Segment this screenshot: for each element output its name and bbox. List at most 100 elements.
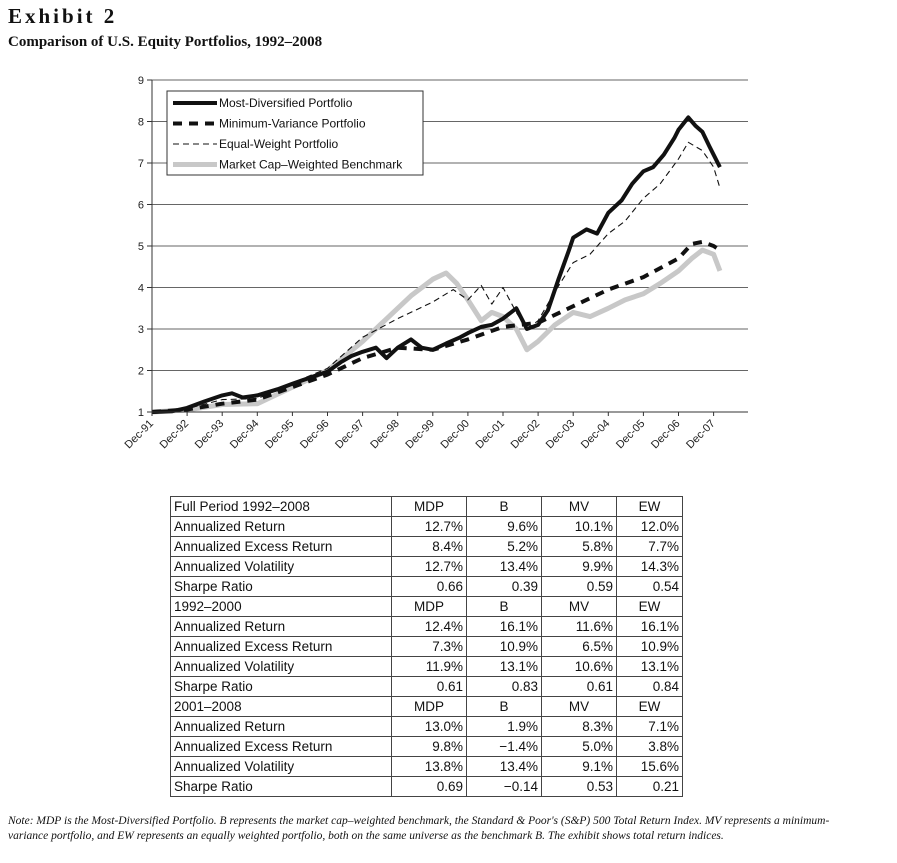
legend-label: Market Cap–Weighted Benchmark: [219, 158, 403, 172]
x-tick-label: Dec-93: [193, 418, 227, 452]
table-cell: 7.1%: [616, 716, 683, 737]
table-cell: 16.1%: [466, 616, 542, 637]
x-tick-label: Dec-95: [263, 418, 297, 452]
table-row: Annualized Excess Return 9.8% −1.4% 5.0% 3.8…: [170, 736, 683, 757]
x-tick-label: Dec-06: [649, 418, 683, 452]
row-label: Sharpe Ratio: [170, 576, 392, 597]
x-tick-label: Dec-92: [158, 418, 192, 452]
table-cell: 12.0%: [616, 516, 683, 537]
table-cell: 16.1%: [616, 616, 683, 637]
table-cell: 0.39: [466, 576, 542, 597]
table-cell: 0.61: [391, 676, 467, 697]
row-label: Annualized Volatility: [170, 756, 392, 777]
row-label: Annualized Excess Return: [170, 636, 392, 657]
x-tick-label: Dec-97: [333, 418, 367, 452]
table-row: Annualized Volatility 13.8% 13.4% 9.1% 15.6%: [170, 756, 683, 777]
row-label: Sharpe Ratio: [170, 676, 392, 697]
table-row: Annualized Excess Return 7.3% 10.9% 6.5% 10.…: [170, 636, 683, 657]
series-line-2: [151, 239, 721, 414]
legend: Most-Diversified Portfolio Minimum-Varian…: [166, 90, 424, 176]
exhibit-note: Note: MDP is the Most-Diversified Portfo…: [8, 815, 830, 842]
x-tick-label: Dec-96: [298, 418, 332, 452]
series-line-3: [151, 141, 721, 413]
table-row: Annualized Return 12.4% 16.1% 11.6% 16.1%: [170, 616, 683, 637]
y-tick-label: 6: [138, 200, 144, 212]
series-line-1: [151, 115, 722, 414]
table-cell: 9.8%: [391, 736, 467, 757]
table-cell: MV: [541, 596, 617, 617]
table-cell: EW: [616, 596, 683, 617]
x-tick-label: Dec-94: [228, 418, 262, 452]
y-tick-label: 3: [138, 324, 144, 336]
table-cell: 13.0%: [391, 716, 467, 737]
x-tick-label: Dec-01: [474, 418, 508, 452]
table-cell: 8.4%: [391, 536, 467, 557]
x-tick-label: Dec-00: [438, 418, 472, 452]
legend-label: Most-Diversified Portfolio: [219, 96, 353, 110]
y-tick-label: 8: [138, 117, 144, 129]
table-cell: 3.8%: [616, 736, 683, 757]
table-cell: 13.1%: [616, 656, 683, 677]
legend-label: Minimum-Variance Portfolio: [219, 117, 366, 131]
y-tick-label: 2: [138, 366, 144, 378]
row-label: Annualized Volatility: [170, 556, 392, 577]
table-cell: 9.6%: [466, 516, 542, 537]
table-cell: 0.66: [391, 576, 467, 597]
x-tick-label: Dec-05: [614, 418, 648, 452]
table-cell: 5.8%: [541, 536, 617, 557]
row-label: Annualized Excess Return: [170, 736, 392, 757]
row-label: Annualized Excess Return: [170, 536, 392, 557]
table-cell: 5.2%: [466, 536, 542, 557]
table-row: Sharpe Ratio 0.66 0.39 0.59 0.54: [170, 576, 683, 597]
table-cell: 12.4%: [391, 616, 467, 637]
x-tick-label: Dec-99: [403, 418, 437, 452]
table-cell: 7.7%: [616, 536, 683, 557]
x-tick-label: Dec-98: [368, 418, 402, 452]
table-cell: 13.4%: [466, 756, 542, 777]
table-cell: −1.4%: [466, 736, 542, 757]
x-tick-label: Dec-02: [509, 418, 543, 452]
y-tick-label: 9: [138, 75, 144, 87]
x-tick-label: Dec-03: [544, 418, 578, 452]
table-cell: MDP: [391, 496, 467, 517]
table-cell: MDP: [391, 596, 467, 617]
table-cell: 0.69: [391, 776, 467, 797]
table-cell: 1.9%: [466, 716, 542, 737]
table-cell: B: [466, 696, 542, 717]
table-cell: 0.21: [616, 776, 683, 797]
table-cell: MV: [541, 696, 617, 717]
y-tick-label: 5: [138, 241, 144, 253]
table-cell: 13.4%: [466, 556, 542, 577]
y-tick-label: 1: [138, 407, 144, 419]
table-cell: 14.3%: [616, 556, 683, 577]
table-cell: 5.0%: [541, 736, 617, 757]
table-cell: 0.61: [541, 676, 617, 697]
table-cell: 9.9%: [541, 556, 617, 577]
table-cell: 0.83: [466, 676, 542, 697]
table-cell: B: [466, 496, 542, 517]
row-label: Annualized Return: [170, 616, 392, 637]
table-cell: 0.53: [541, 776, 617, 797]
row-label: Annualized Return: [170, 516, 392, 537]
y-tick-label: 7: [138, 158, 144, 170]
table-cell: −0.14: [466, 776, 542, 797]
table-cell: 0.54: [616, 576, 683, 597]
table-cell: 15.6%: [616, 756, 683, 777]
table-row: Sharpe Ratio 0.61 0.83 0.61 0.84: [170, 676, 683, 697]
table-cell: 6.5%: [541, 636, 617, 657]
x-tick-label: Dec-04: [579, 418, 613, 452]
table-cell: 10.1%: [541, 516, 617, 537]
table-row: Annualized Return 12.7% 9.6% 10.1% 12.0%: [170, 516, 683, 537]
table-cell: B: [466, 596, 542, 617]
table-cell: 8.3%: [541, 716, 617, 737]
table-cell: 9.1%: [541, 756, 617, 777]
table-cell: 13.1%: [466, 656, 542, 677]
table-cell: 10.9%: [466, 636, 542, 657]
table-cell: MDP: [391, 696, 467, 717]
series-layer: [151, 115, 723, 415]
table-cell: 0.59: [541, 576, 617, 597]
table-row: Annualized Volatility 11.9% 13.1% 10.6% 13.1…: [170, 656, 683, 677]
table-cell: 11.6%: [541, 616, 617, 637]
table-cell: 10.6%: [541, 656, 617, 677]
row-label: Sharpe Ratio: [170, 776, 392, 797]
